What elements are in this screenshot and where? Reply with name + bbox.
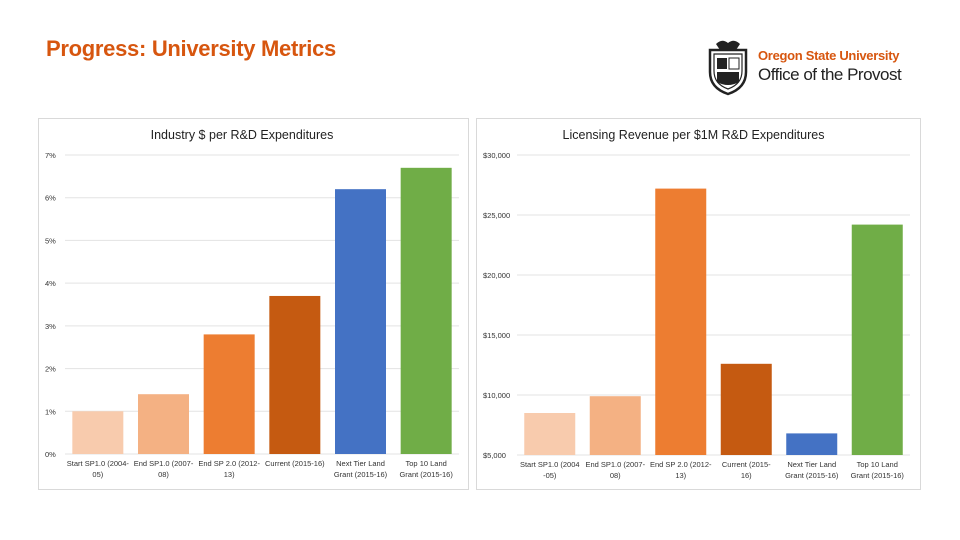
licensing-revenue-chart: Licensing Revenue per $1M R&D Expenditur… xyxy=(483,128,910,480)
industry-xtick-label: Next Tier Land xyxy=(336,459,385,468)
osu-provost-logo: Oregon State University Office of the Pr… xyxy=(706,38,906,96)
industry-xtick-label: End SP1.0 (2007- xyxy=(134,459,194,468)
licensing-xtick-label: Current (2015- xyxy=(722,460,771,469)
industry-xtick-label: Grant (2015-16) xyxy=(334,470,388,479)
licensing-bar xyxy=(524,413,576,455)
licensing-bar xyxy=(589,396,641,455)
licensing-bar xyxy=(851,224,903,455)
licensing-xtick-label: Next Tier Land xyxy=(787,460,836,469)
chart-panel-licensing: Licensing Revenue per $1M R&D Expenditur… xyxy=(476,118,921,490)
industry-xtick-label: Current (2015-16) xyxy=(265,459,325,468)
page-title: Progress: University Metrics xyxy=(46,36,336,61)
licensing-xtick-label: 08) xyxy=(610,471,621,480)
chart-panel-industry: Industry $ per R&D Expenditures 0% 1% 2% 3% 4… xyxy=(38,118,469,490)
industry-ytick-label: 5% xyxy=(45,236,56,245)
logo-office-name: Office of the Provost xyxy=(758,65,902,84)
licensing-ytick-label: $15,000 xyxy=(483,331,510,340)
industry-title: Industry $ per R&D Expenditures xyxy=(151,128,334,142)
licensing-bar xyxy=(786,433,838,455)
industry-ytick-label: 2% xyxy=(45,365,56,374)
licensing-xtick-label: Start SP1.0 (2004 xyxy=(520,460,580,469)
industry-per-rd-chart: Industry $ per R&D Expenditures 0% 1% 2% 3% 4… xyxy=(45,128,459,479)
licensing-title: Licensing Revenue per $1M R&D Expenditur… xyxy=(563,128,825,142)
industry-bar xyxy=(138,394,189,454)
licensing-ytick-label: $20,000 xyxy=(483,271,510,280)
licensing-xtick-label: Grant (2015-16) xyxy=(851,471,905,480)
industry-ytick-label: 1% xyxy=(45,407,56,416)
licensing-ytick-label: $30,000 xyxy=(483,151,510,160)
licensing-ytick-label: $10,000 xyxy=(483,391,510,400)
licensing-bar xyxy=(655,188,707,455)
logo-university-name: Oregon State University xyxy=(758,48,900,63)
industry-bar xyxy=(203,334,255,454)
licensing-xtick-label: End SP 2.0 (2012- xyxy=(650,460,712,469)
industry-ytick-label: 7% xyxy=(45,151,56,160)
licensing-ytick-label: $5,000 xyxy=(483,451,506,460)
industry-xtick-label: 05) xyxy=(92,470,103,479)
licensing-xtick-label: 16) xyxy=(741,471,752,480)
industry-xtick-label: 08) xyxy=(158,470,169,479)
industry-bar xyxy=(269,295,321,454)
licensing-xtick-label: Grant (2015-16) xyxy=(785,471,839,480)
licensing-bar xyxy=(720,363,772,455)
industry-ytick-label: 3% xyxy=(45,322,56,331)
licensing-xtick-label: End SP1.0 (2007- xyxy=(585,460,645,469)
licensing-xtick-label: Top 10 Land xyxy=(857,460,898,469)
licensing-ytick-label: $25,000 xyxy=(483,211,510,220)
industry-xtick-label: Top 10 Land xyxy=(406,459,447,468)
licensing-xtick-label: 13) xyxy=(675,471,686,480)
industry-bar xyxy=(72,411,124,454)
industry-xtick-label: 13) xyxy=(224,470,235,479)
industry-bar xyxy=(400,167,452,455)
licensing-xtick-label: -05) xyxy=(543,471,557,480)
industry-ytick-label: 0% xyxy=(45,450,56,459)
industry-bar xyxy=(335,189,386,454)
osu-seal-icon xyxy=(708,40,748,96)
industry-xtick-label: End SP 2.0 (2012- xyxy=(198,459,260,468)
industry-xtick-label: Grant (2015-16) xyxy=(399,470,453,479)
industry-ytick-label: 6% xyxy=(45,194,56,203)
industry-xtick-label: Start SP1.0 (2004- xyxy=(67,459,130,468)
industry-ytick-label: 4% xyxy=(45,279,56,288)
